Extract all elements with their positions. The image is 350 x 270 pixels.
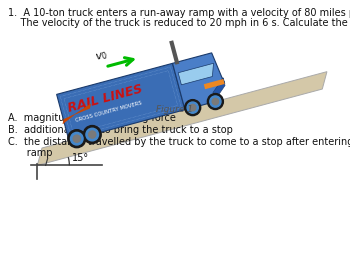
Text: RAIL LINES: RAIL LINES <box>66 83 144 115</box>
Circle shape <box>208 93 223 110</box>
Text: C.  the distance travelled by the truck to come to a stop after entering the: C. the distance travelled by the truck t… <box>8 137 350 147</box>
Circle shape <box>187 102 198 113</box>
Polygon shape <box>57 63 185 141</box>
Text: 1.  A 10-ton truck enters a run-away ramp with a velocity of 80 miles per hour.: 1. A 10-ton truck enters a run-away ramp… <box>8 8 350 18</box>
Polygon shape <box>75 104 91 114</box>
Text: CROSS COUNTRY MOVERS: CROSS COUNTRY MOVERS <box>75 100 142 123</box>
Polygon shape <box>37 72 327 166</box>
Text: B.  additional time to bring the truck to a stop: B. additional time to bring the truck to… <box>8 125 233 135</box>
Circle shape <box>185 100 201 116</box>
Polygon shape <box>63 114 75 124</box>
Polygon shape <box>178 63 214 85</box>
Circle shape <box>73 135 80 142</box>
Circle shape <box>68 130 86 148</box>
Circle shape <box>86 128 99 141</box>
Text: A.  magnitude of the braking force: A. magnitude of the braking force <box>8 113 176 123</box>
Circle shape <box>210 96 221 107</box>
Polygon shape <box>213 78 225 100</box>
Text: ramp: ramp <box>8 148 52 158</box>
Circle shape <box>189 104 196 111</box>
Text: Figure 1: Figure 1 <box>156 105 194 114</box>
Circle shape <box>89 131 96 138</box>
Polygon shape <box>173 53 225 110</box>
Circle shape <box>83 126 101 144</box>
Text: The velocity of the truck is reduced to 20 mph in 6 s. Calculate the: The velocity of the truck is reduced to … <box>8 18 348 28</box>
Circle shape <box>212 98 219 105</box>
Polygon shape <box>204 79 225 89</box>
Circle shape <box>70 132 83 145</box>
Text: $v_0$: $v_0$ <box>94 49 110 63</box>
Text: 15°: 15° <box>72 153 90 163</box>
